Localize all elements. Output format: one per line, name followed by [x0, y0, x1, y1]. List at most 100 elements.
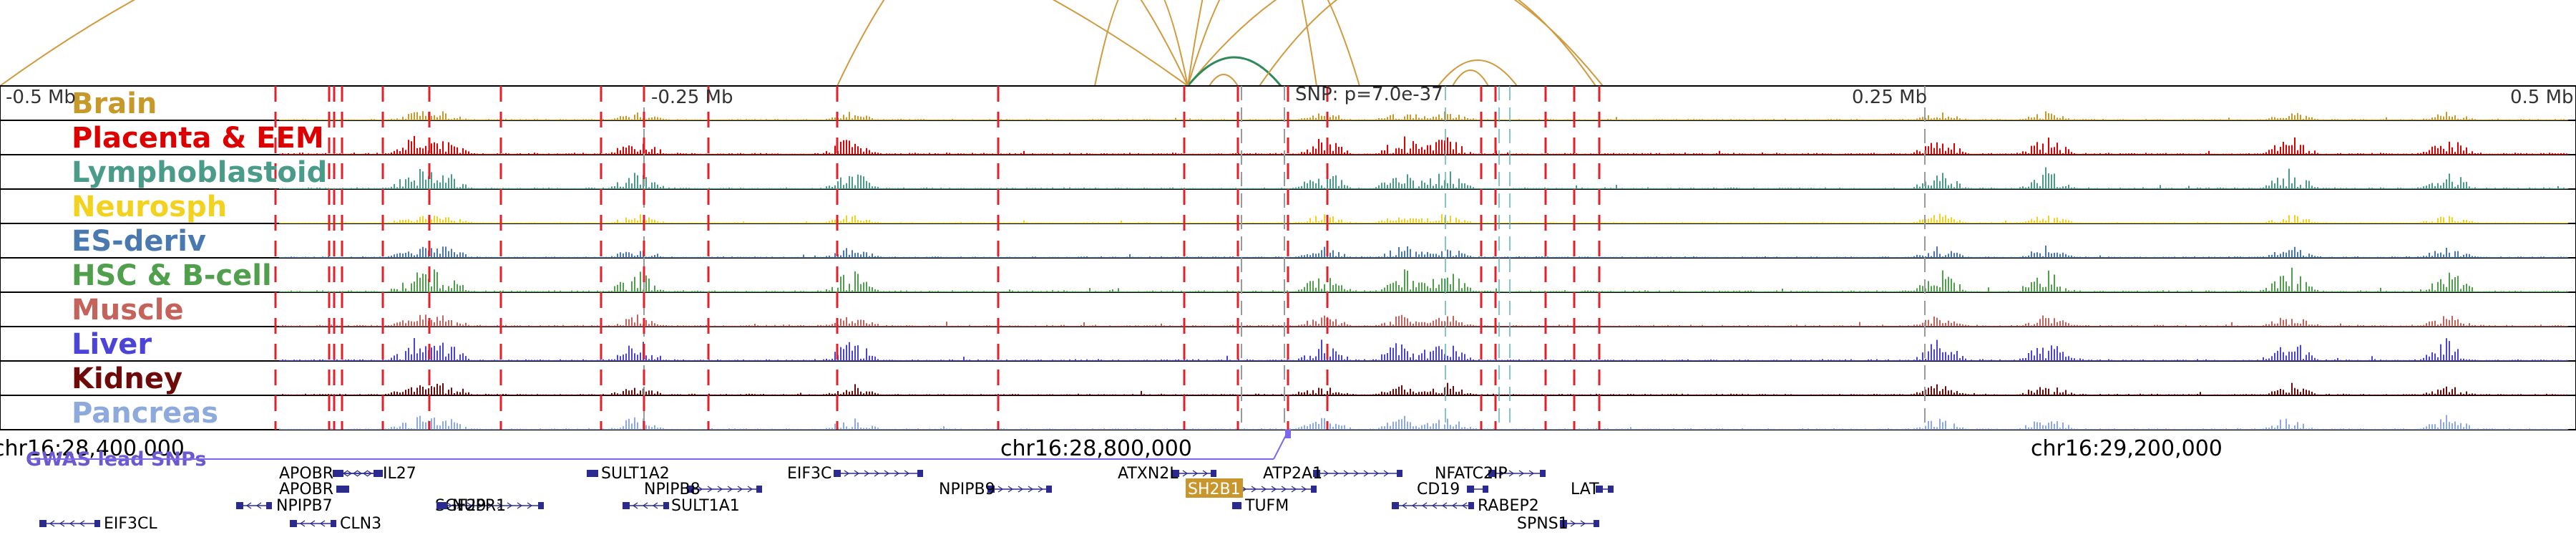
strand-chevron	[59, 520, 65, 527]
gene-exon	[290, 520, 297, 527]
strand-chevron	[527, 502, 533, 509]
strand-chevron	[1251, 486, 1257, 493]
gene-exon	[1313, 470, 1320, 477]
gene-track: SH2B1	[1186, 478, 1317, 498]
track-signal	[279, 415, 2569, 430]
track-signal	[279, 314, 2569, 327]
gene-exon	[1560, 520, 1567, 527]
gene-track: EIF3C	[787, 465, 923, 483]
gene-label: APOBR	[279, 465, 333, 483]
gene-exon	[236, 502, 243, 509]
strand-chevron	[884, 470, 890, 477]
gene-label: NFATC2IP	[1435, 465, 1508, 483]
gene-label: SPNS1	[1517, 515, 1568, 533]
gene-exon	[1397, 470, 1402, 477]
strand-chevron	[1182, 470, 1189, 477]
coordinate-label: chr16:29,200,000	[2031, 436, 2223, 461]
axis-tick-label: -0.5 Mb	[6, 87, 76, 108]
gene-track: EIF3CL	[39, 515, 157, 533]
strand-chevron	[1498, 470, 1505, 477]
track-label: ES-deriv	[72, 225, 206, 258]
strand-chevron	[632, 502, 638, 509]
axis-tick-label: -0.25 Mb	[651, 87, 733, 108]
gene-exon	[1236, 502, 1241, 509]
strand-chevron	[1281, 486, 1287, 493]
strand-chevron	[652, 502, 658, 509]
chromatin-loop-arc	[1094, 0, 1189, 87]
gene-track: RABEP2	[1392, 497, 1539, 515]
strand-chevron	[1441, 502, 1448, 509]
track-label: Placenta & EEM	[72, 122, 324, 155]
gene-exon	[336, 486, 343, 493]
coordinate-label: chr16:28,400,000	[0, 436, 185, 461]
strand-chevron	[1461, 502, 1468, 509]
strand-chevron	[717, 486, 723, 493]
snp-pvalue-annotation: SNP: p=7.0e-37	[1295, 84, 1443, 105]
strand-chevron	[1528, 470, 1535, 477]
gene-track: CLN3	[290, 515, 381, 533]
gene-label: EIF3C	[787, 465, 831, 483]
track-signal	[279, 338, 2569, 361]
strand-chevron	[1570, 520, 1576, 527]
strand-chevron	[997, 486, 1004, 493]
strand-chevron	[1508, 470, 1515, 477]
gwas-lead-snp-marker	[1285, 430, 1291, 438]
gwas-lead-snps: GWAS lead SNPs	[26, 430, 1291, 471]
track-signal	[279, 167, 2569, 189]
gene-exon	[1467, 486, 1474, 493]
strand-chevron	[309, 520, 316, 527]
gene-exon	[756, 486, 762, 493]
gene-exon	[39, 520, 47, 527]
gene-exon	[331, 520, 336, 527]
gene-track: SULT1A1	[623, 497, 740, 515]
strand-chevron	[517, 502, 523, 509]
track-label: Kidney	[72, 362, 182, 395]
strand-chevron	[1261, 486, 1267, 493]
gene-label: TUFM	[1244, 497, 1289, 515]
gene-track: NFATC2IP	[1435, 465, 1546, 483]
axis-tick-label: 0.25 Mb	[1852, 87, 1927, 108]
gene-exon	[343, 486, 349, 493]
strand-chevron	[1451, 502, 1458, 509]
gene-label: CD19	[1417, 481, 1460, 498]
strand-chevron	[854, 470, 860, 477]
gene-track: NPIPB7	[236, 497, 333, 515]
gene-track: ATXN2L	[1118, 465, 1216, 483]
track-signal	[279, 267, 2569, 292]
gene-label: NPIPB9	[939, 481, 995, 498]
gene-label: LAT	[1571, 481, 1599, 498]
gene-label: EIF3CL	[104, 515, 157, 533]
gene-exon	[592, 470, 598, 477]
strand-chevron	[1373, 470, 1380, 477]
gene-exon	[1311, 486, 1317, 493]
gene-exon	[1468, 502, 1474, 509]
gene-exon	[94, 520, 100, 527]
gene-exon	[1392, 502, 1399, 509]
strand-chevron	[1291, 486, 1297, 493]
strand-chevron	[255, 502, 262, 509]
strand-chevron	[904, 470, 910, 477]
strand-chevron	[467, 502, 473, 509]
gene-track: CD19	[1417, 481, 1488, 498]
gene-exon	[1488, 470, 1496, 477]
strand-chevron	[1028, 486, 1034, 493]
strand-chevron	[497, 502, 503, 509]
gene-exon	[834, 470, 841, 477]
chromatin-loop-arc	[1187, 0, 1604, 87]
strand-chevron	[1323, 470, 1330, 477]
strand-chevron	[1343, 470, 1350, 477]
gene-track: APOBR	[279, 481, 349, 498]
track-label: Brain	[72, 87, 157, 120]
strand-chevron	[642, 502, 648, 509]
gene-exon	[1594, 520, 1599, 527]
strand-chevron	[844, 470, 850, 477]
strand-chevron	[697, 486, 703, 493]
strand-chevron	[727, 486, 733, 493]
strand-chevron	[864, 470, 870, 477]
strand-chevron	[457, 502, 463, 509]
track-signal	[279, 382, 2569, 395]
gene-track: ATP2A1	[1263, 465, 1402, 483]
gene-exon	[436, 502, 444, 509]
strand-chevron	[1202, 470, 1209, 477]
